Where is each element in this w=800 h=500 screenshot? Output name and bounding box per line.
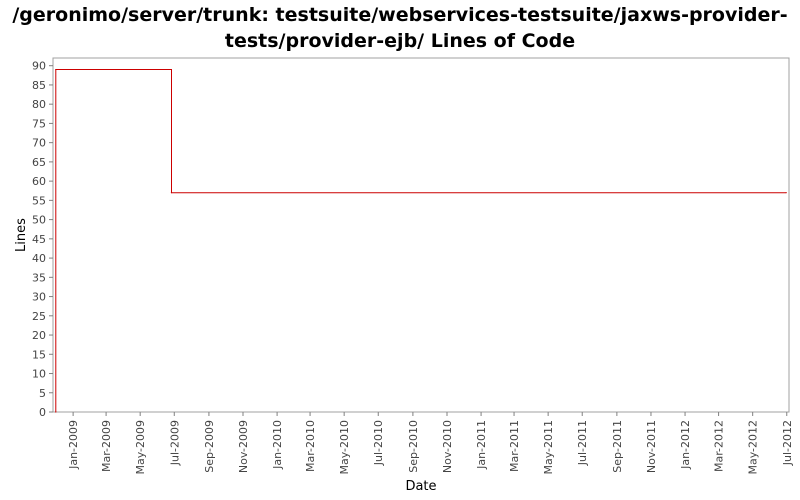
x-tick-label: Mar-2012: [713, 420, 726, 472]
x-tick-label: Jul-2012: [781, 420, 794, 466]
x-tick-label: Jan-2010: [271, 420, 284, 470]
y-axis: 0 5 10 15 20 25 30 35 40 45 50 55 60 65 70 75 80 85 90: [32, 60, 53, 419]
y-tick-label: 45: [32, 233, 46, 246]
y-tick-label: 80: [32, 98, 46, 111]
x-tick-label: Sep-2010: [407, 420, 420, 473]
x-tick-label: May-2009: [134, 420, 147, 475]
x-tick-label: Nov-2009: [237, 420, 250, 473]
x-tick-label: Jul-2011: [576, 420, 589, 466]
y-tick-label: 25: [32, 310, 46, 323]
y-tick-label: 10: [32, 368, 46, 381]
y-tick-label: 50: [32, 214, 46, 227]
y-tick-label: 60: [32, 175, 46, 188]
y-tick-label: 65: [32, 156, 46, 169]
x-tick-label: Mar-2010: [304, 420, 317, 472]
x-tick-label: Jan-2009: [67, 420, 80, 470]
x-tick-label: Jul-2010: [372, 420, 385, 466]
y-tick-label: 15: [32, 348, 46, 361]
y-tick-label: 35: [32, 271, 46, 284]
data-point: [55, 68, 57, 71]
y-tick-label: 20: [32, 329, 46, 342]
x-tick-label: Jul-2009: [168, 420, 181, 466]
y-tick-label: 5: [39, 387, 46, 400]
x-tick-label: Mar-2009: [100, 420, 113, 472]
x-axis: Jan-2009 Mar-2009 May-2009 Jul-2009 Sep-2009…: [67, 412, 794, 475]
y-axis-title: Lines: [14, 218, 29, 252]
x-tick-label: Sep-2011: [611, 420, 624, 473]
x-tick-label: Jan-2011: [475, 420, 488, 470]
series-line-0: [55, 69, 787, 412]
y-tick-label: 90: [32, 60, 46, 73]
x-tick-label: Nov-2010: [441, 420, 454, 473]
x-tick-label: Mar-2011: [508, 420, 521, 472]
x-tick-label: May-2011: [542, 420, 555, 475]
plot-area: [52, 57, 790, 413]
y-tick-label: 0: [39, 406, 46, 419]
y-tick-label: 70: [32, 137, 46, 150]
x-tick-label: May-2010: [338, 420, 351, 475]
data-point: [55, 411, 57, 413]
x-tick-label: May-2012: [747, 420, 760, 475]
y-tick-label: 75: [32, 117, 46, 130]
x-tick-label: Nov-2011: [645, 420, 658, 473]
series-layer: [55, 68, 787, 413]
data-point: [785, 192, 787, 194]
x-tick-label: Sep-2009: [203, 420, 216, 473]
chart-title: /geronimo/server/trunk: testsuite/webser…: [0, 2, 800, 54]
y-tick-label: 30: [32, 291, 46, 304]
x-tick-label: Jan-2012: [679, 420, 692, 470]
y-tick-label: 85: [32, 79, 46, 92]
chart-title-line-1: /geronimo/server/trunk: testsuite/webser…: [12, 4, 788, 26]
y-tick-label: 40: [32, 252, 46, 265]
y-tick-label: 55: [32, 194, 46, 207]
data-point: [170, 192, 173, 194]
chart-title-line-2: tests/provider-ejb/ Lines of Code: [224, 30, 576, 52]
x-axis-title: Date: [405, 479, 436, 494]
